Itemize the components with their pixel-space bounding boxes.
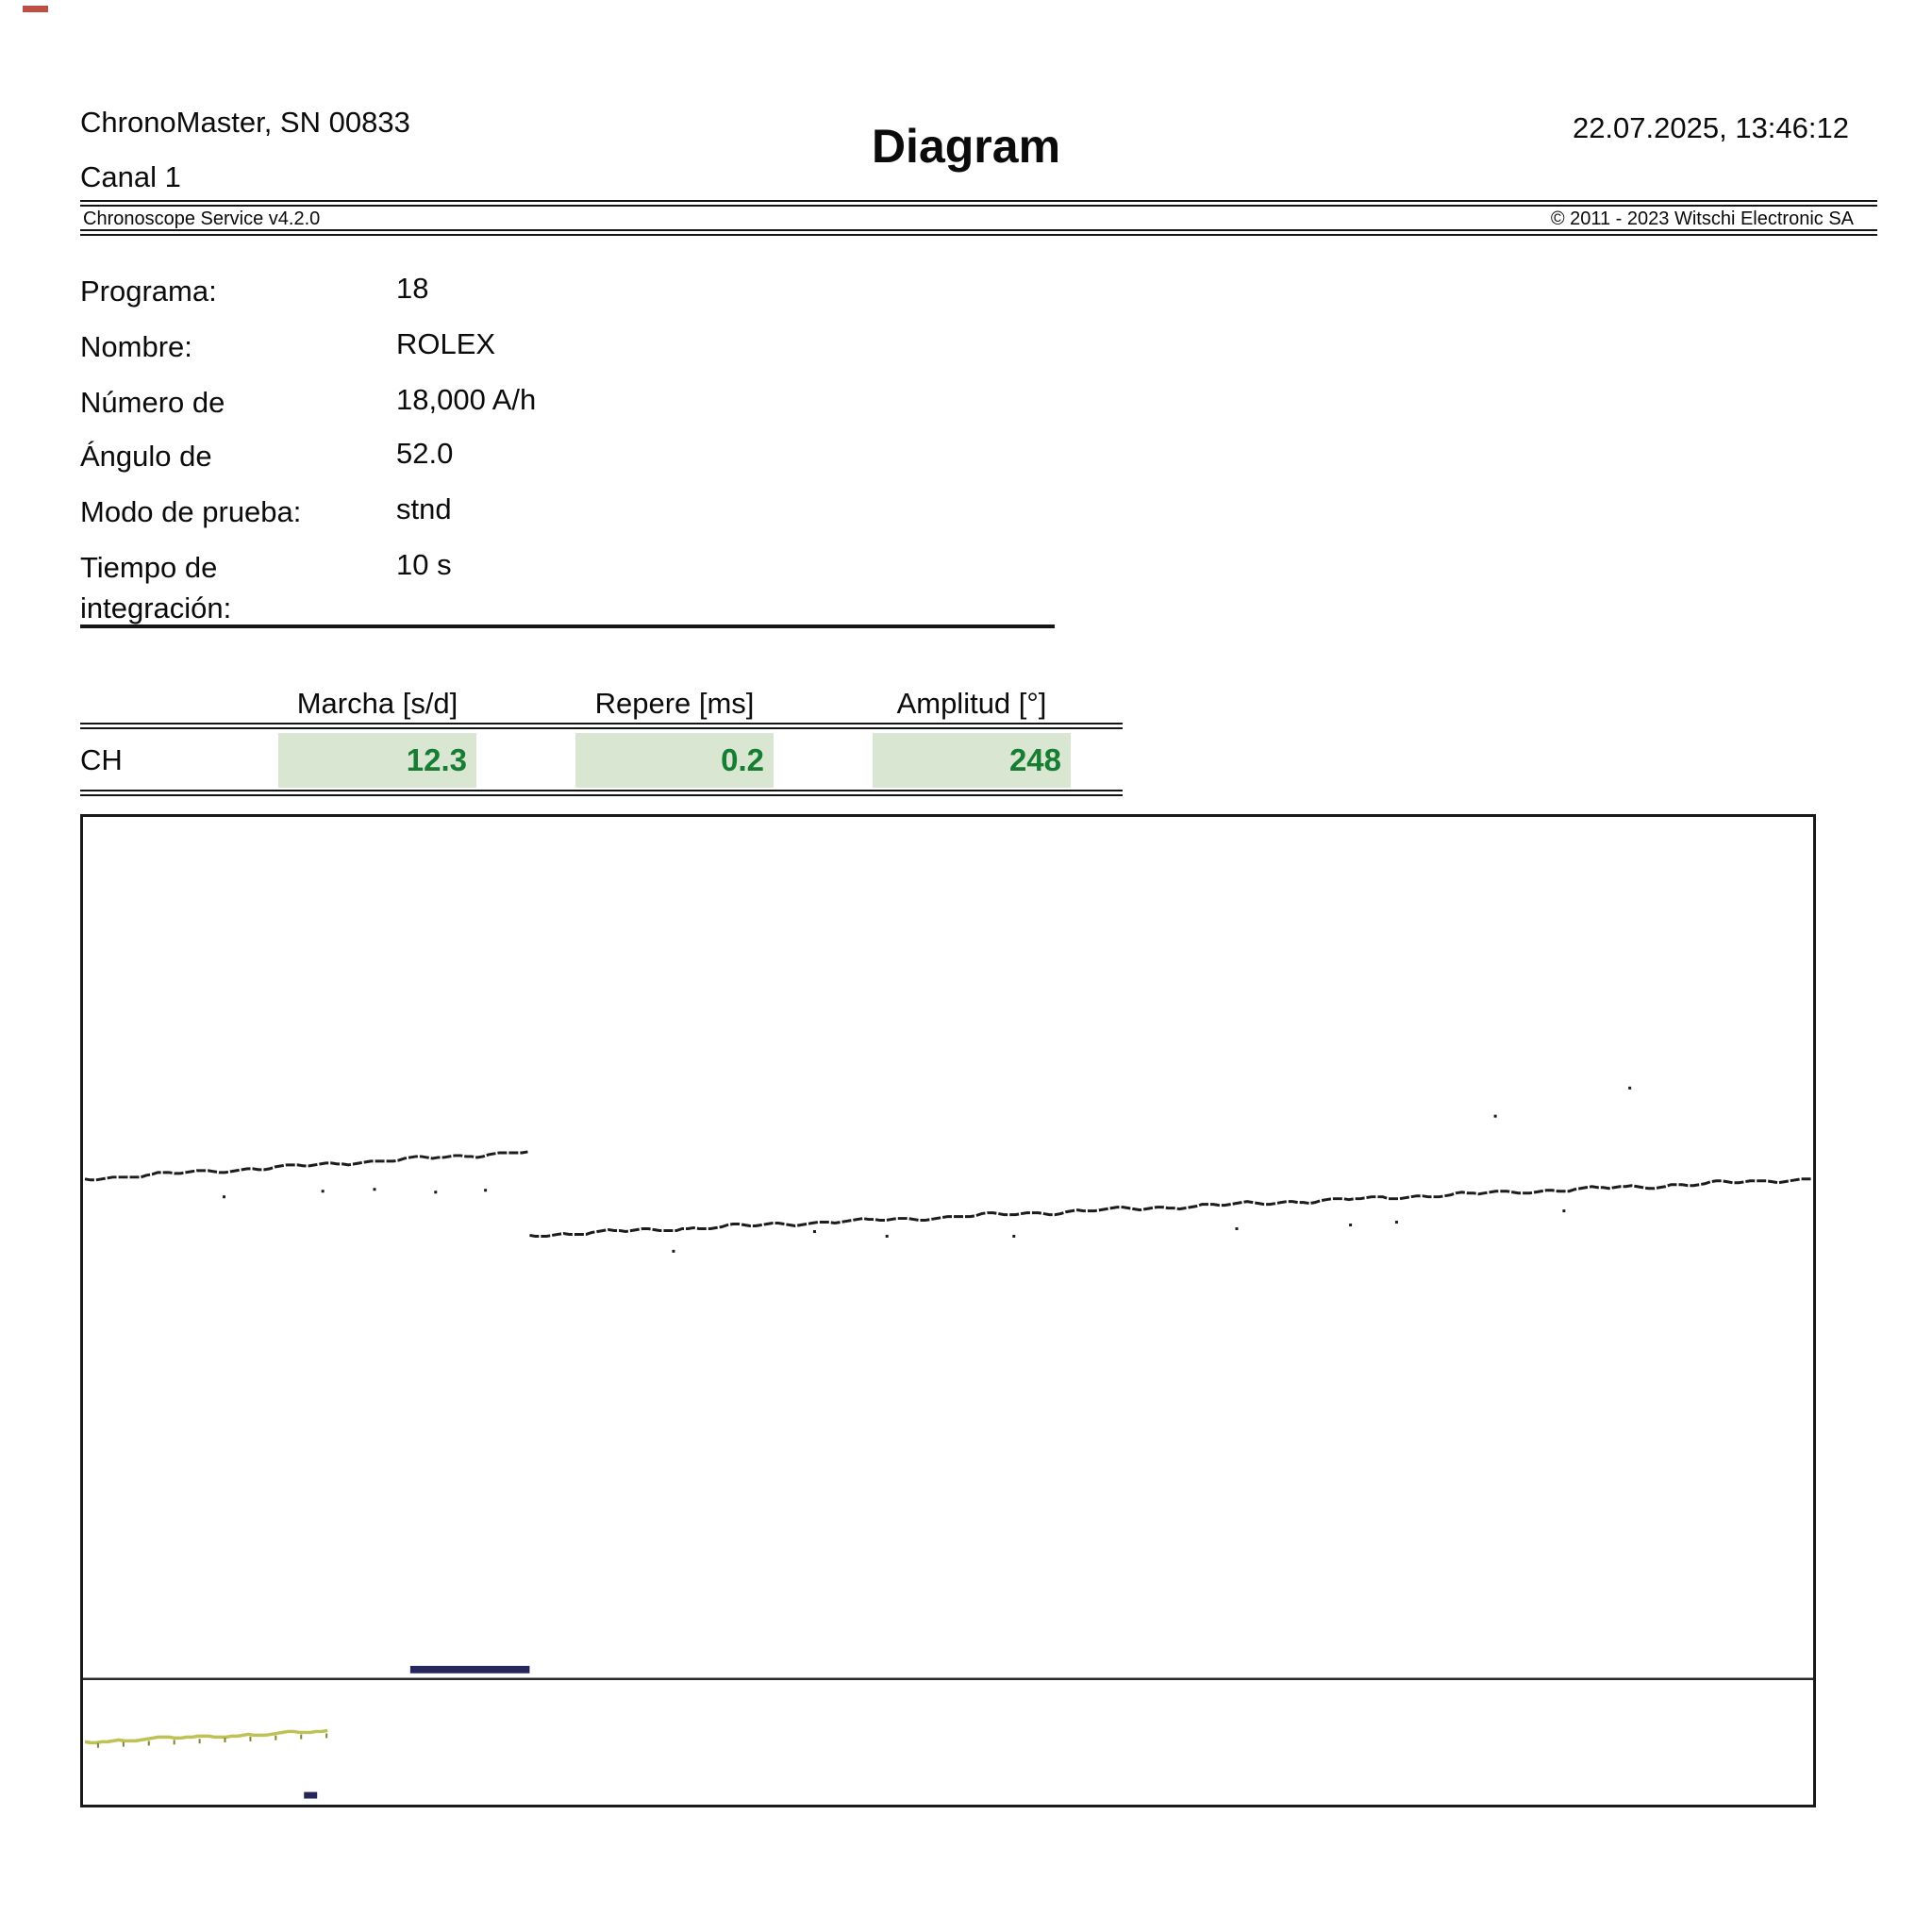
parameters-rule [80, 625, 1055, 628]
param-value-angulo: 52.0 [396, 437, 454, 470]
param-value-tiempo: 10 s [396, 548, 452, 581]
table-rule-bottom [80, 790, 1123, 796]
channel-label: Canal 1 [80, 160, 181, 193]
copyright-notice: © 2011 - 2023 Witschi Electronic SA [1550, 208, 1854, 229]
report-datetime: 22.07.2025, 13:46:12 [1572, 111, 1849, 144]
header-rule-top [80, 200, 1877, 207]
page-title: Diagram [871, 120, 1061, 173]
software-version: Chronoscope Service v4.2.0 [83, 208, 321, 229]
table-rule-top [80, 723, 1123, 729]
header-rule-bottom [80, 229, 1877, 236]
param-label-numero: Número de [80, 386, 225, 419]
param-label-angulo: Ángulo de [80, 440, 212, 473]
amplitud-value-cell: 248 [873, 733, 1071, 788]
diagram-plot-area [80, 814, 1816, 1807]
param-value-modo: stnd [396, 492, 452, 525]
param-value-nombre: ROLEX [396, 327, 496, 360]
column-header-amplitud: Amplitud [°] [896, 687, 1047, 720]
param-label-tiempo: Tiempo de integración: [80, 551, 232, 625]
repere-value-cell: 0.2 [575, 733, 774, 788]
row-header-ch: CH [80, 743, 123, 776]
param-label-programa: Programa: [80, 275, 217, 308]
marcha-value-cell: 12.3 [278, 733, 476, 788]
device-name: ChronoMaster, SN 00833 [80, 106, 410, 139]
column-header-marcha: Marcha [s/d] [296, 687, 458, 720]
param-label-nombre: Nombre: [80, 330, 192, 363]
param-value-programa: 18 [396, 272, 429, 305]
scan-artifact-mark [23, 6, 48, 12]
param-label-modo: Modo de prueba: [80, 495, 302, 528]
param-value-numero: 18,000 A/h [396, 383, 537, 416]
timing-trace-canvas [83, 1086, 1813, 1799]
column-header-repere: Repere [ms] [594, 687, 755, 720]
